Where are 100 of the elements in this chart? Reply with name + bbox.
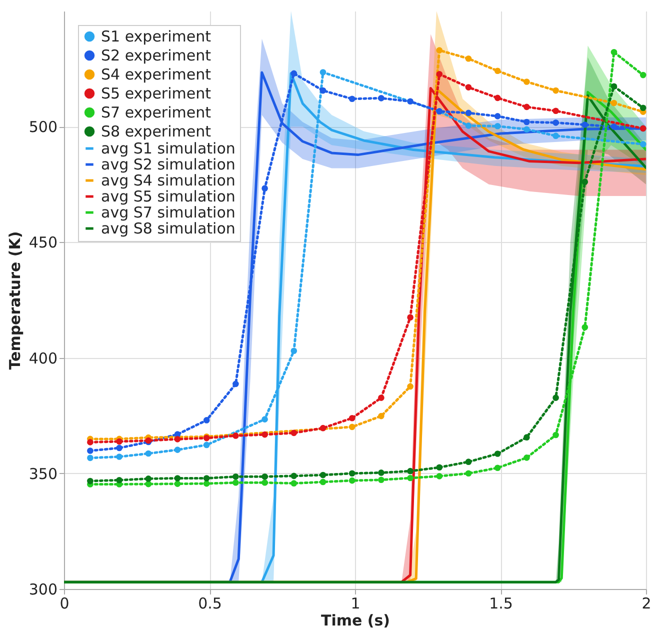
legend-label: avg S8 simulation (101, 220, 236, 238)
point (582, 324, 588, 330)
point (610, 49, 618, 56)
point (262, 416, 268, 422)
point (494, 94, 501, 102)
point (524, 118, 530, 126)
point (145, 480, 152, 488)
point (262, 473, 268, 480)
legend-label: avg S1 simulation (101, 140, 236, 158)
point (290, 430, 298, 436)
point (87, 454, 94, 462)
point (116, 444, 122, 452)
point (320, 472, 326, 478)
point (610, 100, 618, 106)
point (262, 185, 268, 192)
point (494, 122, 501, 130)
legend-label: avg S7 simulation (101, 204, 236, 222)
point (290, 348, 298, 354)
point (494, 68, 501, 74)
point (320, 87, 326, 94)
point (610, 123, 618, 130)
point (552, 394, 559, 401)
point (232, 479, 239, 486)
point (436, 70, 443, 78)
point (494, 113, 501, 120)
point (232, 473, 239, 480)
point (290, 480, 298, 486)
point (116, 438, 122, 445)
point (465, 110, 472, 116)
point (552, 432, 559, 438)
point (145, 450, 152, 457)
point (494, 464, 501, 472)
x-tick-label: 0.5 (198, 594, 222, 612)
x-tick-label: 0 (60, 594, 70, 612)
point (320, 424, 326, 432)
point (436, 473, 443, 480)
point (524, 434, 530, 440)
point (262, 431, 268, 438)
y-axis-title: Temperature (K) (6, 231, 24, 370)
point (378, 412, 384, 420)
legend-label: S1 experiment (101, 28, 212, 46)
point (145, 476, 152, 482)
y-tick-label: 450 (28, 234, 58, 252)
point (290, 472, 298, 480)
point (174, 475, 181, 482)
point (407, 474, 414, 482)
legend-label: S7 experiment (101, 104, 212, 122)
point (378, 394, 384, 401)
point (116, 476, 122, 484)
point (465, 55, 472, 62)
point (407, 383, 414, 390)
point (407, 98, 414, 105)
point (378, 95, 384, 102)
point (552, 132, 559, 140)
x-tick-label: 2 (642, 594, 652, 612)
y-tick-label: 350 (28, 464, 58, 483)
x-tick-label: 1 (350, 594, 360, 612)
point (232, 380, 239, 388)
point (465, 458, 472, 465)
point (582, 178, 588, 186)
point (232, 432, 239, 439)
point (203, 475, 210, 482)
point (407, 468, 414, 474)
point (203, 442, 210, 448)
point (116, 454, 122, 460)
point (582, 122, 588, 128)
point (87, 478, 94, 484)
legend-label: S2 experiment (101, 46, 212, 64)
point (552, 87, 559, 94)
point (465, 122, 472, 129)
point (203, 417, 210, 424)
point (290, 70, 298, 77)
legend-label: S5 experiment (101, 84, 212, 102)
legend-label: avg S4 simulation (101, 172, 236, 190)
point (640, 72, 646, 78)
point (378, 470, 384, 476)
point (524, 104, 530, 110)
point (524, 454, 530, 461)
point (640, 104, 646, 112)
point (348, 424, 356, 430)
point (640, 141, 646, 148)
point (348, 414, 356, 422)
point (378, 476, 384, 484)
y-tick-label: 400 (28, 349, 58, 368)
point (524, 126, 530, 133)
point (87, 448, 94, 454)
point (262, 479, 268, 486)
point (552, 120, 559, 126)
point (348, 96, 356, 102)
point (174, 480, 181, 487)
point (552, 108, 559, 114)
point (494, 450, 501, 457)
point (348, 470, 356, 477)
point (320, 69, 326, 76)
point (348, 477, 356, 484)
legend-label: avg S2 simulation (101, 156, 236, 174)
point (524, 78, 530, 85)
point (465, 470, 472, 477)
point (465, 84, 472, 90)
legend-label: S8 experiment (101, 122, 212, 140)
